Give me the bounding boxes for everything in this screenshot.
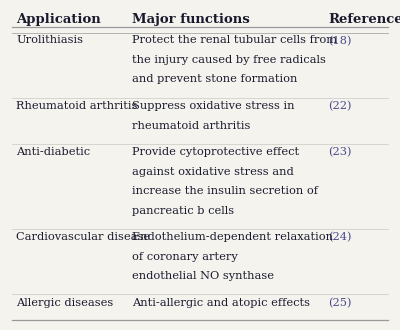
Text: rheumatoid arthritis: rheumatoid arthritis (132, 120, 250, 131)
Text: Allergic diseases: Allergic diseases (16, 298, 113, 308)
Text: Urolithiasis: Urolithiasis (16, 35, 83, 46)
Text: Anti-diabetic: Anti-diabetic (16, 147, 90, 157)
Text: (25): (25) (328, 298, 352, 308)
Text: (24): (24) (328, 232, 352, 243)
Text: endothelial NO synthase: endothelial NO synthase (132, 271, 274, 281)
Text: Application: Application (16, 13, 101, 26)
Text: Major functions: Major functions (132, 13, 250, 26)
Text: Endothelium-dependent relaxation: Endothelium-dependent relaxation (132, 232, 333, 242)
Text: Protect the renal tubular cells from: Protect the renal tubular cells from (132, 35, 337, 46)
Text: the injury caused by free radicals: the injury caused by free radicals (132, 55, 326, 65)
Text: (18): (18) (328, 35, 352, 46)
Text: and prevent stone formation: and prevent stone formation (132, 75, 297, 84)
Text: (23): (23) (328, 147, 352, 157)
Text: against oxidative stress and: against oxidative stress and (132, 167, 294, 177)
Text: pancreatic b cells: pancreatic b cells (132, 206, 234, 215)
Text: of coronary artery: of coronary artery (132, 252, 241, 262)
Text: increase the insulin secretion of: increase the insulin secretion of (132, 186, 318, 196)
Text: References: References (328, 13, 400, 26)
Text: Anti-allergic and atopic effects: Anti-allergic and atopic effects (132, 298, 310, 308)
Text: Cardiovascular disease: Cardiovascular disease (16, 232, 150, 242)
Text: (22): (22) (328, 101, 352, 111)
Text: Suppress oxidative stress in: Suppress oxidative stress in (132, 101, 294, 111)
Text: Rheumatoid arthritis: Rheumatoid arthritis (16, 101, 137, 111)
Text: Provide cytoprotective effect: Provide cytoprotective effect (132, 147, 299, 157)
